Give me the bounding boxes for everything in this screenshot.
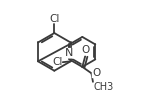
Text: O: O xyxy=(82,45,90,55)
Text: Cl: Cl xyxy=(49,14,60,24)
Text: CH3: CH3 xyxy=(93,82,113,92)
Text: N: N xyxy=(65,48,74,58)
Text: O: O xyxy=(92,68,100,78)
Text: Cl: Cl xyxy=(52,57,62,67)
